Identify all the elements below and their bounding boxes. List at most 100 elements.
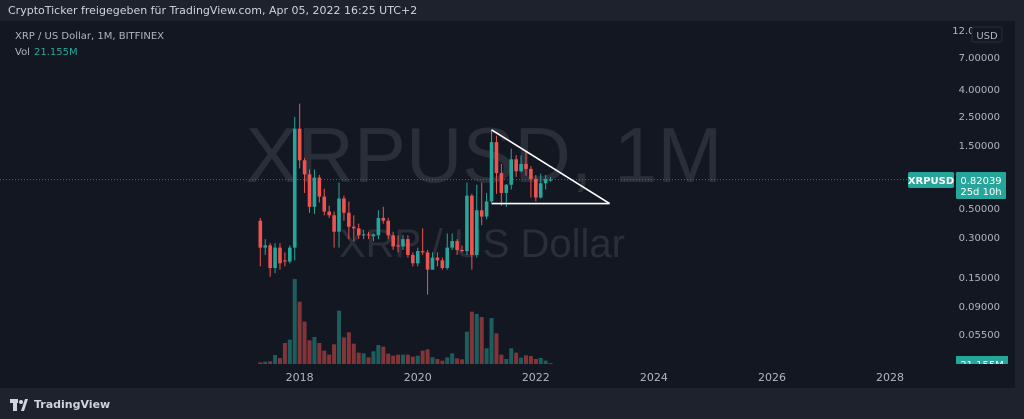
candle-body — [283, 260, 287, 262]
volume-bar — [346, 332, 351, 364]
tradingview-logo[interactable]: TradingView — [10, 398, 110, 411]
volume-bar — [312, 337, 317, 364]
candle-body — [322, 196, 327, 212]
volume-bar — [430, 357, 435, 364]
candle-body — [460, 249, 464, 252]
candle-body — [307, 174, 312, 207]
volume-bar — [499, 354, 504, 364]
volume-bar — [356, 352, 361, 364]
legend-symbol[interactable]: XRP / US Dollar, 1M, BITFINEX — [15, 31, 164, 42]
footer: TradingView — [0, 388, 1024, 419]
candle-body — [440, 260, 445, 269]
volume-bar — [400, 354, 405, 364]
volume-bar — [341, 337, 346, 364]
candle-body — [519, 163, 523, 172]
volume-bar — [361, 353, 366, 364]
price-tick-label: 0.15000 — [959, 273, 1000, 284]
volume-bar — [396, 354, 401, 364]
candle-body — [332, 215, 336, 232]
volume-bar — [268, 361, 273, 364]
volume-bar — [327, 354, 332, 364]
volume-bar — [332, 344, 337, 364]
price-tick-label: 4.00000 — [959, 85, 1000, 96]
drawings — [491, 129, 611, 205]
volume-bar — [258, 362, 263, 364]
candle-body — [425, 252, 430, 270]
time-tick-label: 2018 — [286, 371, 314, 384]
price-tag-countdown: 25d 10h — [960, 187, 1001, 198]
volume-bar — [366, 357, 371, 364]
candle-body — [342, 198, 346, 213]
chart-legend: XRP / US Dollar, 1M, BITFINEX Vol 21.155M — [15, 29, 164, 61]
candle-body — [489, 142, 494, 202]
volume-bar — [410, 356, 415, 364]
volume-bar — [317, 343, 322, 364]
price-tag-price: 0.82039 — [960, 176, 1001, 187]
header-title: CryptoTicker freigegeben für TradingView… — [8, 4, 418, 17]
price-tick-label: 1.50000 — [959, 141, 1000, 152]
volume-bar — [337, 310, 342, 364]
time-axis[interactable]: 2018 2020 2022 2024 2026 2028 — [286, 371, 904, 384]
candle-body — [411, 254, 415, 264]
volume-bar — [391, 355, 396, 364]
candle-body — [278, 247, 282, 264]
watermark: XRPUSD, 1M XRP / US Dollar — [246, 111, 723, 266]
footer-brand: TradingView — [34, 398, 111, 411]
price-tag-symbol: XRPUSD — [908, 176, 954, 187]
volume-tag-value: 21.155M — [960, 360, 1004, 371]
candle-body — [273, 247, 277, 269]
candle-body — [538, 183, 543, 198]
candle-body — [435, 257, 440, 261]
time-tick-label: 2028 — [876, 371, 904, 384]
candle-body — [548, 179, 553, 181]
candle-body — [504, 184, 509, 193]
candle-body — [366, 234, 371, 236]
volume-bar — [504, 359, 509, 364]
volume-bar — [445, 357, 450, 364]
volume-bar — [464, 331, 469, 364]
price-tick-label: 0.30000 — [959, 233, 1000, 244]
candle-body — [386, 220, 391, 236]
candle-body — [401, 239, 405, 247]
price-tick-label: 7.00000 — [959, 53, 1000, 64]
volume-bar — [273, 355, 278, 364]
trendline-drawing[interactable] — [491, 129, 611, 205]
volume-bar — [494, 333, 499, 364]
volume-bar — [514, 352, 519, 364]
candle-body — [312, 177, 317, 207]
volume-bars — [258, 279, 553, 364]
volume-bar — [460, 359, 465, 364]
volume-bar — [484, 348, 489, 364]
candle-body — [406, 239, 410, 255]
volume-bar — [287, 339, 292, 364]
volume-tag: 21.155M — [956, 356, 1008, 371]
candle-body — [381, 217, 386, 221]
volume-bar — [405, 354, 410, 364]
candle-body — [420, 251, 425, 253]
volume-bar — [371, 351, 376, 364]
candle-body — [509, 159, 514, 185]
volume-bar — [469, 311, 474, 364]
candle-body — [347, 212, 351, 227]
candle-body — [356, 228, 361, 236]
volume-bar — [523, 355, 528, 364]
price-tick-label: 0.09000 — [959, 302, 1000, 313]
volume-bar — [519, 357, 524, 364]
candle-body — [391, 235, 395, 247]
legend-volume[interactable]: Vol 21.155M — [15, 45, 164, 61]
volume-bar — [376, 345, 381, 364]
candle-body — [288, 247, 292, 262]
candle-body — [263, 245, 268, 248]
volume-bar — [351, 343, 356, 364]
volume-bar — [489, 318, 494, 364]
volume-bar — [450, 353, 455, 364]
price-axis-unit: USD — [976, 31, 998, 42]
volume-bar — [277, 358, 282, 364]
candle-body — [474, 210, 479, 255]
candle-body — [351, 226, 356, 229]
volume-bar — [548, 362, 553, 364]
chart-panel[interactable] — [0, 21, 1015, 388]
candle-body — [327, 211, 331, 216]
candle-body — [514, 159, 518, 172]
